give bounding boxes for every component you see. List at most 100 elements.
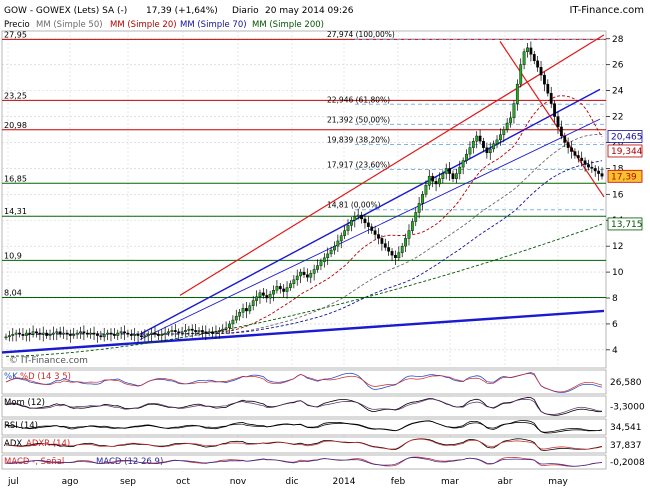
candle-body [590, 166, 594, 169]
candle-body [597, 170, 601, 174]
candle-body [258, 292, 262, 297]
candle-body [366, 222, 370, 227]
chart-title: GOW - GOWEX (Lets) SA (-) [4, 6, 127, 16]
candle-body [58, 331, 62, 335]
x-tick-label: nov [230, 477, 247, 487]
moving-average-line [26, 95, 603, 336]
indicator-value: -0,2008 [610, 458, 645, 468]
candle-body [197, 330, 201, 332]
candle-body [255, 296, 258, 301]
candle-body [292, 279, 296, 284]
candle-body [526, 47, 529, 52]
price-tag [607, 144, 643, 158]
candle-body [55, 331, 59, 334]
price-tag-label: 13,715 [611, 220, 643, 230]
level-label: 20,98 [4, 121, 27, 130]
candle-body [21, 334, 25, 336]
candle-body [11, 334, 15, 336]
candle-body [451, 173, 455, 179]
price-tag [607, 169, 643, 183]
candle-body [295, 275, 299, 281]
candle-body [248, 305, 252, 312]
candle-body [444, 168, 448, 174]
price-tag-label: 17,39 [611, 172, 637, 182]
candle-body [515, 83, 519, 104]
candle-body [390, 251, 394, 256]
candle-body [140, 335, 143, 338]
candle-body [72, 334, 76, 336]
candle-body [407, 230, 411, 239]
moving-averages [6, 95, 603, 357]
candle-body [482, 140, 485, 148]
candle-body [234, 315, 238, 321]
candle-body [150, 332, 154, 335]
candle-body [136, 334, 140, 336]
candle-body [167, 331, 170, 334]
indicator-label: MACD (12 26 9) [96, 457, 163, 467]
candle-body [217, 330, 221, 332]
candle-body [190, 328, 194, 331]
candle-body [448, 168, 452, 174]
x-tick-label: abr [498, 477, 513, 487]
time-axis: jul ago sep oct nov dic 2014 feb mar abr may [7, 477, 568, 487]
candle-body [231, 319, 235, 325]
candle-body [75, 332, 79, 335]
price-tag [607, 130, 643, 143]
indicator-signal-line [5, 398, 603, 415]
candle-body [414, 212, 418, 222]
candle-body [532, 54, 536, 62]
candle-body [553, 103, 556, 117]
candle-body [576, 155, 580, 159]
candle-body [204, 331, 208, 334]
candle-body [7, 335, 11, 338]
indicator-panel [1, 395, 607, 418]
candle-body [326, 253, 330, 259]
moving-average-line [26, 134, 603, 336]
candle-body [302, 271, 306, 275]
candle-body [289, 283, 292, 288]
candle-body [387, 247, 391, 252]
candle-body [251, 300, 255, 306]
candle-body [4, 336, 8, 339]
indicator-label: MACD -, Señal [4, 457, 64, 467]
candle-body [492, 143, 496, 150]
candle-body [333, 245, 336, 251]
channel-top-line [179, 34, 605, 296]
candle-body [272, 290, 275, 295]
level-label: 27,95 [4, 30, 27, 39]
y-tick-label: 26 [612, 61, 624, 71]
overlay-label: MM (Simple 20) [110, 20, 177, 30]
candle-body [468, 147, 472, 155]
candle-body [187, 328, 191, 331]
candle-body [488, 148, 492, 154]
price-tags: 20,465 19,344 17,39 13,715 [607, 130, 643, 231]
candle-body [316, 265, 319, 270]
candle-body [546, 83, 550, 94]
candle-body [99, 335, 103, 338]
candle-body [133, 334, 137, 336]
candle-body [126, 332, 130, 335]
candle-body [319, 261, 323, 266]
horizontal-levels: 27,95 23,25 20,98 16,85 14,31 10,9 8,04 [2, 30, 606, 298]
candle-body [478, 135, 482, 142]
candle-body [583, 160, 587, 165]
candle-body [211, 331, 214, 334]
candle-body [471, 140, 475, 148]
candle-body [343, 230, 347, 236]
indicator-value: -3,3000 [610, 403, 645, 413]
indicator-panel [1, 369, 607, 395]
overlay-label: MM (Simple 70) [180, 20, 247, 30]
indicator-signal-line [5, 438, 603, 450]
candle-body [207, 331, 211, 334]
x-tick-label: sep [120, 477, 136, 487]
watermark: © IT-Finance.com [9, 356, 88, 366]
overlay-legend: Precio MM (Simple 50) MM (Simple 20) MM (Si… [4, 20, 324, 30]
candle-body [377, 234, 380, 239]
candle-body [156, 334, 160, 336]
candle-body [329, 249, 333, 255]
candle-body [350, 220, 353, 226]
candle-body [522, 51, 526, 65]
candle-body [68, 334, 72, 336]
candle-body [458, 166, 462, 174]
candle-body [299, 271, 303, 277]
